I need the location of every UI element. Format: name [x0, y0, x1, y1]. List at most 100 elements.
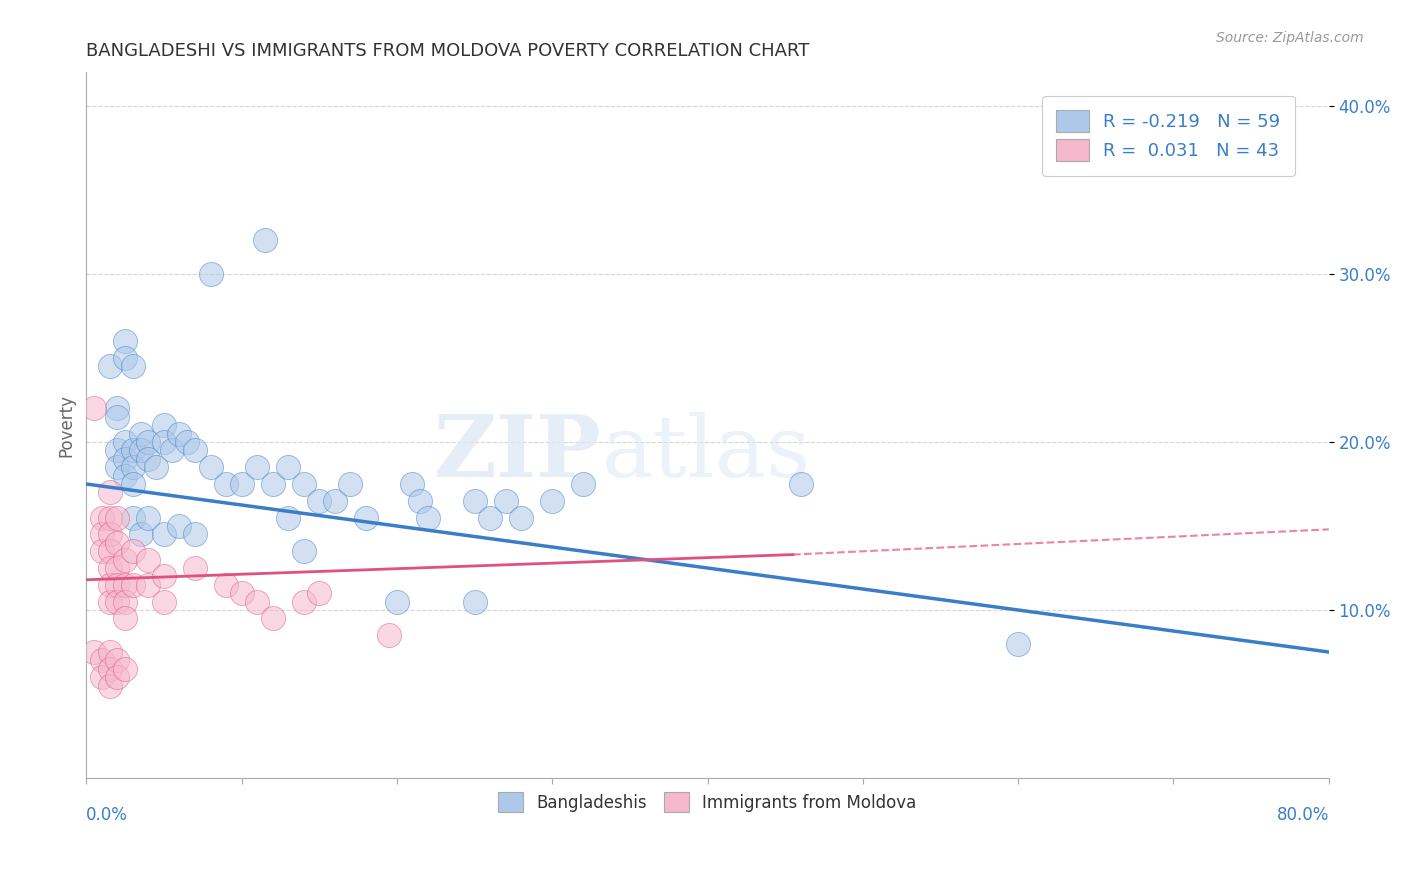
Point [292, 594, 315, 608]
Point [105, 670, 128, 684]
Point [105, 401, 128, 416]
Point [153, 594, 176, 608]
Point [277, 510, 299, 524]
Text: Source: ZipAtlas.com: Source: ZipAtlas.com [1216, 31, 1364, 45]
Point [138, 451, 160, 466]
Point [184, 561, 207, 575]
Point [114, 451, 136, 466]
Text: atlas: atlas [602, 412, 811, 495]
Point [153, 569, 176, 583]
Point [262, 611, 284, 625]
Point [292, 544, 315, 558]
Point [790, 477, 813, 491]
Point [1007, 637, 1029, 651]
Point [129, 426, 152, 441]
Point [122, 544, 145, 558]
Point [98, 578, 121, 592]
Point [246, 460, 269, 475]
Point [138, 435, 160, 450]
Text: 0.0%: 0.0% [86, 806, 128, 824]
Point [153, 418, 176, 433]
Point [98, 561, 121, 575]
Point [510, 510, 533, 524]
Point [184, 527, 207, 541]
Point [114, 351, 136, 365]
Point [129, 527, 152, 541]
Point [246, 594, 269, 608]
Point [200, 267, 222, 281]
Point [105, 409, 128, 424]
Point [416, 510, 439, 524]
Point [231, 477, 253, 491]
Point [308, 586, 330, 600]
Point [184, 443, 207, 458]
Point [122, 443, 145, 458]
Y-axis label: Poverty: Poverty [58, 393, 75, 457]
Point [114, 468, 136, 483]
Point [90, 527, 112, 541]
Point [98, 359, 121, 374]
Point [231, 586, 253, 600]
Point [98, 645, 121, 659]
Point [90, 670, 112, 684]
Point [114, 552, 136, 566]
Text: BANGLADESHI VS IMMIGRANTS FROM MOLDOVA POVERTY CORRELATION CHART: BANGLADESHI VS IMMIGRANTS FROM MOLDOVA P… [86, 42, 810, 60]
Point [153, 435, 176, 450]
Point [114, 334, 136, 349]
Point [354, 510, 377, 524]
Point [464, 594, 486, 608]
Point [385, 594, 408, 608]
Point [105, 578, 128, 592]
Text: 80.0%: 80.0% [1277, 806, 1329, 824]
Point [122, 477, 145, 491]
Point [105, 510, 128, 524]
Point [90, 544, 112, 558]
Point [114, 578, 136, 592]
Point [98, 679, 121, 693]
Point [169, 519, 191, 533]
Point [378, 628, 401, 642]
Point [401, 477, 423, 491]
Point [105, 561, 128, 575]
Point [138, 552, 160, 566]
Point [105, 653, 128, 667]
Point [122, 510, 145, 524]
Point [114, 611, 136, 625]
Point [122, 460, 145, 475]
Point [409, 493, 432, 508]
Point [169, 426, 191, 441]
Point [90, 510, 112, 524]
Point [495, 493, 517, 508]
Point [176, 435, 198, 450]
Point [153, 527, 176, 541]
Point [98, 662, 121, 676]
Point [114, 435, 136, 450]
Point [105, 443, 128, 458]
Point [323, 493, 346, 508]
Point [122, 578, 145, 592]
Point [292, 477, 315, 491]
Point [479, 510, 502, 524]
Point [122, 359, 145, 374]
Point [98, 485, 121, 500]
Point [464, 493, 486, 508]
Point [129, 443, 152, 458]
Point [215, 477, 238, 491]
Point [262, 477, 284, 491]
Point [83, 645, 105, 659]
Point [98, 594, 121, 608]
Point [308, 493, 330, 508]
Point [277, 460, 299, 475]
Point [339, 477, 361, 491]
Legend: Bangladeshis, Immigrants from Moldova: Bangladeshis, Immigrants from Moldova [492, 785, 924, 819]
Point [105, 536, 128, 550]
Point [98, 510, 121, 524]
Text: ZIP: ZIP [434, 411, 602, 495]
Point [83, 401, 105, 416]
Point [138, 578, 160, 592]
Point [98, 544, 121, 558]
Point [90, 653, 112, 667]
Point [215, 578, 238, 592]
Point [541, 493, 564, 508]
Point [572, 477, 595, 491]
